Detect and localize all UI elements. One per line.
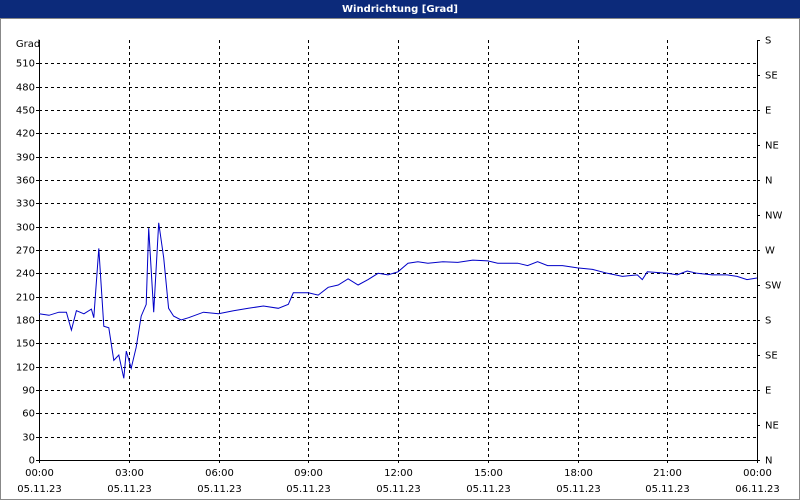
y2-tick-label: E — [765, 386, 771, 397]
y-tick-label: 120 — [16, 363, 35, 374]
y2-tick-label: E — [765, 106, 771, 117]
y2-tick-label: S — [765, 316, 771, 327]
y-tick-label: 0 — [29, 456, 35, 467]
y2-tick-label: N — [765, 456, 772, 467]
y2-tick-label: SE — [765, 71, 778, 82]
y-tick-label: 390 — [16, 153, 35, 164]
x-tick-label: 12:00 — [384, 468, 413, 479]
x-tick-date: 05.11.23 — [376, 484, 421, 495]
y2-tick-label: N — [765, 176, 772, 187]
x-tick-date: 06.11.23 — [735, 484, 780, 495]
x-tick-label: 09:00 — [294, 468, 323, 479]
window-frame — [0, 18, 800, 500]
y-tick-label: 450 — [16, 106, 35, 117]
y-tick-label: 480 — [16, 83, 35, 94]
chart-title: Windrichtung [Grad] — [342, 4, 458, 15]
y2-tick-label: NE — [765, 421, 779, 432]
y2-tick-label: S — [765, 36, 771, 47]
data-line — [38, 222, 758, 379]
y2-tick-label: SE — [765, 351, 778, 362]
y-axis-label: Grad — [16, 39, 40, 50]
x-tick-date: 05.11.23 — [466, 484, 511, 495]
x-tick-date: 05.11.23 — [17, 484, 62, 495]
y2-tick-label: NW — [765, 211, 782, 222]
y-tick-label: 90 — [22, 386, 35, 397]
y-tick-label: 270 — [16, 246, 35, 257]
x-tick-label: 00:00 — [743, 468, 772, 479]
y-tick-label: 240 — [16, 269, 35, 280]
x-tick-label: 03:00 — [115, 468, 144, 479]
x-tick-label: 15:00 — [474, 468, 503, 479]
y2-tick-label: SW — [765, 281, 781, 292]
y-tick-label: 510 — [16, 59, 35, 70]
y-tick-label: 60 — [22, 409, 35, 420]
x-tick-date: 05.11.23 — [107, 484, 152, 495]
y-tick-label: 180 — [16, 316, 35, 327]
x-tick-date: 05.11.23 — [197, 484, 242, 495]
y-tick-label: 360 — [16, 176, 35, 187]
y2-tick-label: W — [765, 246, 775, 257]
y-tick-label: 210 — [16, 293, 35, 304]
x-tick-label: 18:00 — [564, 468, 593, 479]
x-tick-label: 06:00 — [205, 468, 234, 479]
y-tick-label: 330 — [16, 199, 35, 210]
y-tick-label: 300 — [16, 223, 35, 234]
x-tick-date: 05.11.23 — [645, 484, 690, 495]
x-tick-date: 05.11.23 — [556, 484, 601, 495]
y-tick-label: 30 — [22, 433, 35, 444]
x-tick-label: 21:00 — [653, 468, 682, 479]
y2-tick-label: NE — [765, 141, 779, 152]
title-bar — [0, 0, 800, 18]
y-tick-label: 150 — [16, 339, 35, 350]
x-tick-date: 05.11.23 — [286, 484, 331, 495]
x-tick-label: 00:00 — [25, 468, 54, 479]
y-tick-label: 420 — [16, 129, 35, 140]
